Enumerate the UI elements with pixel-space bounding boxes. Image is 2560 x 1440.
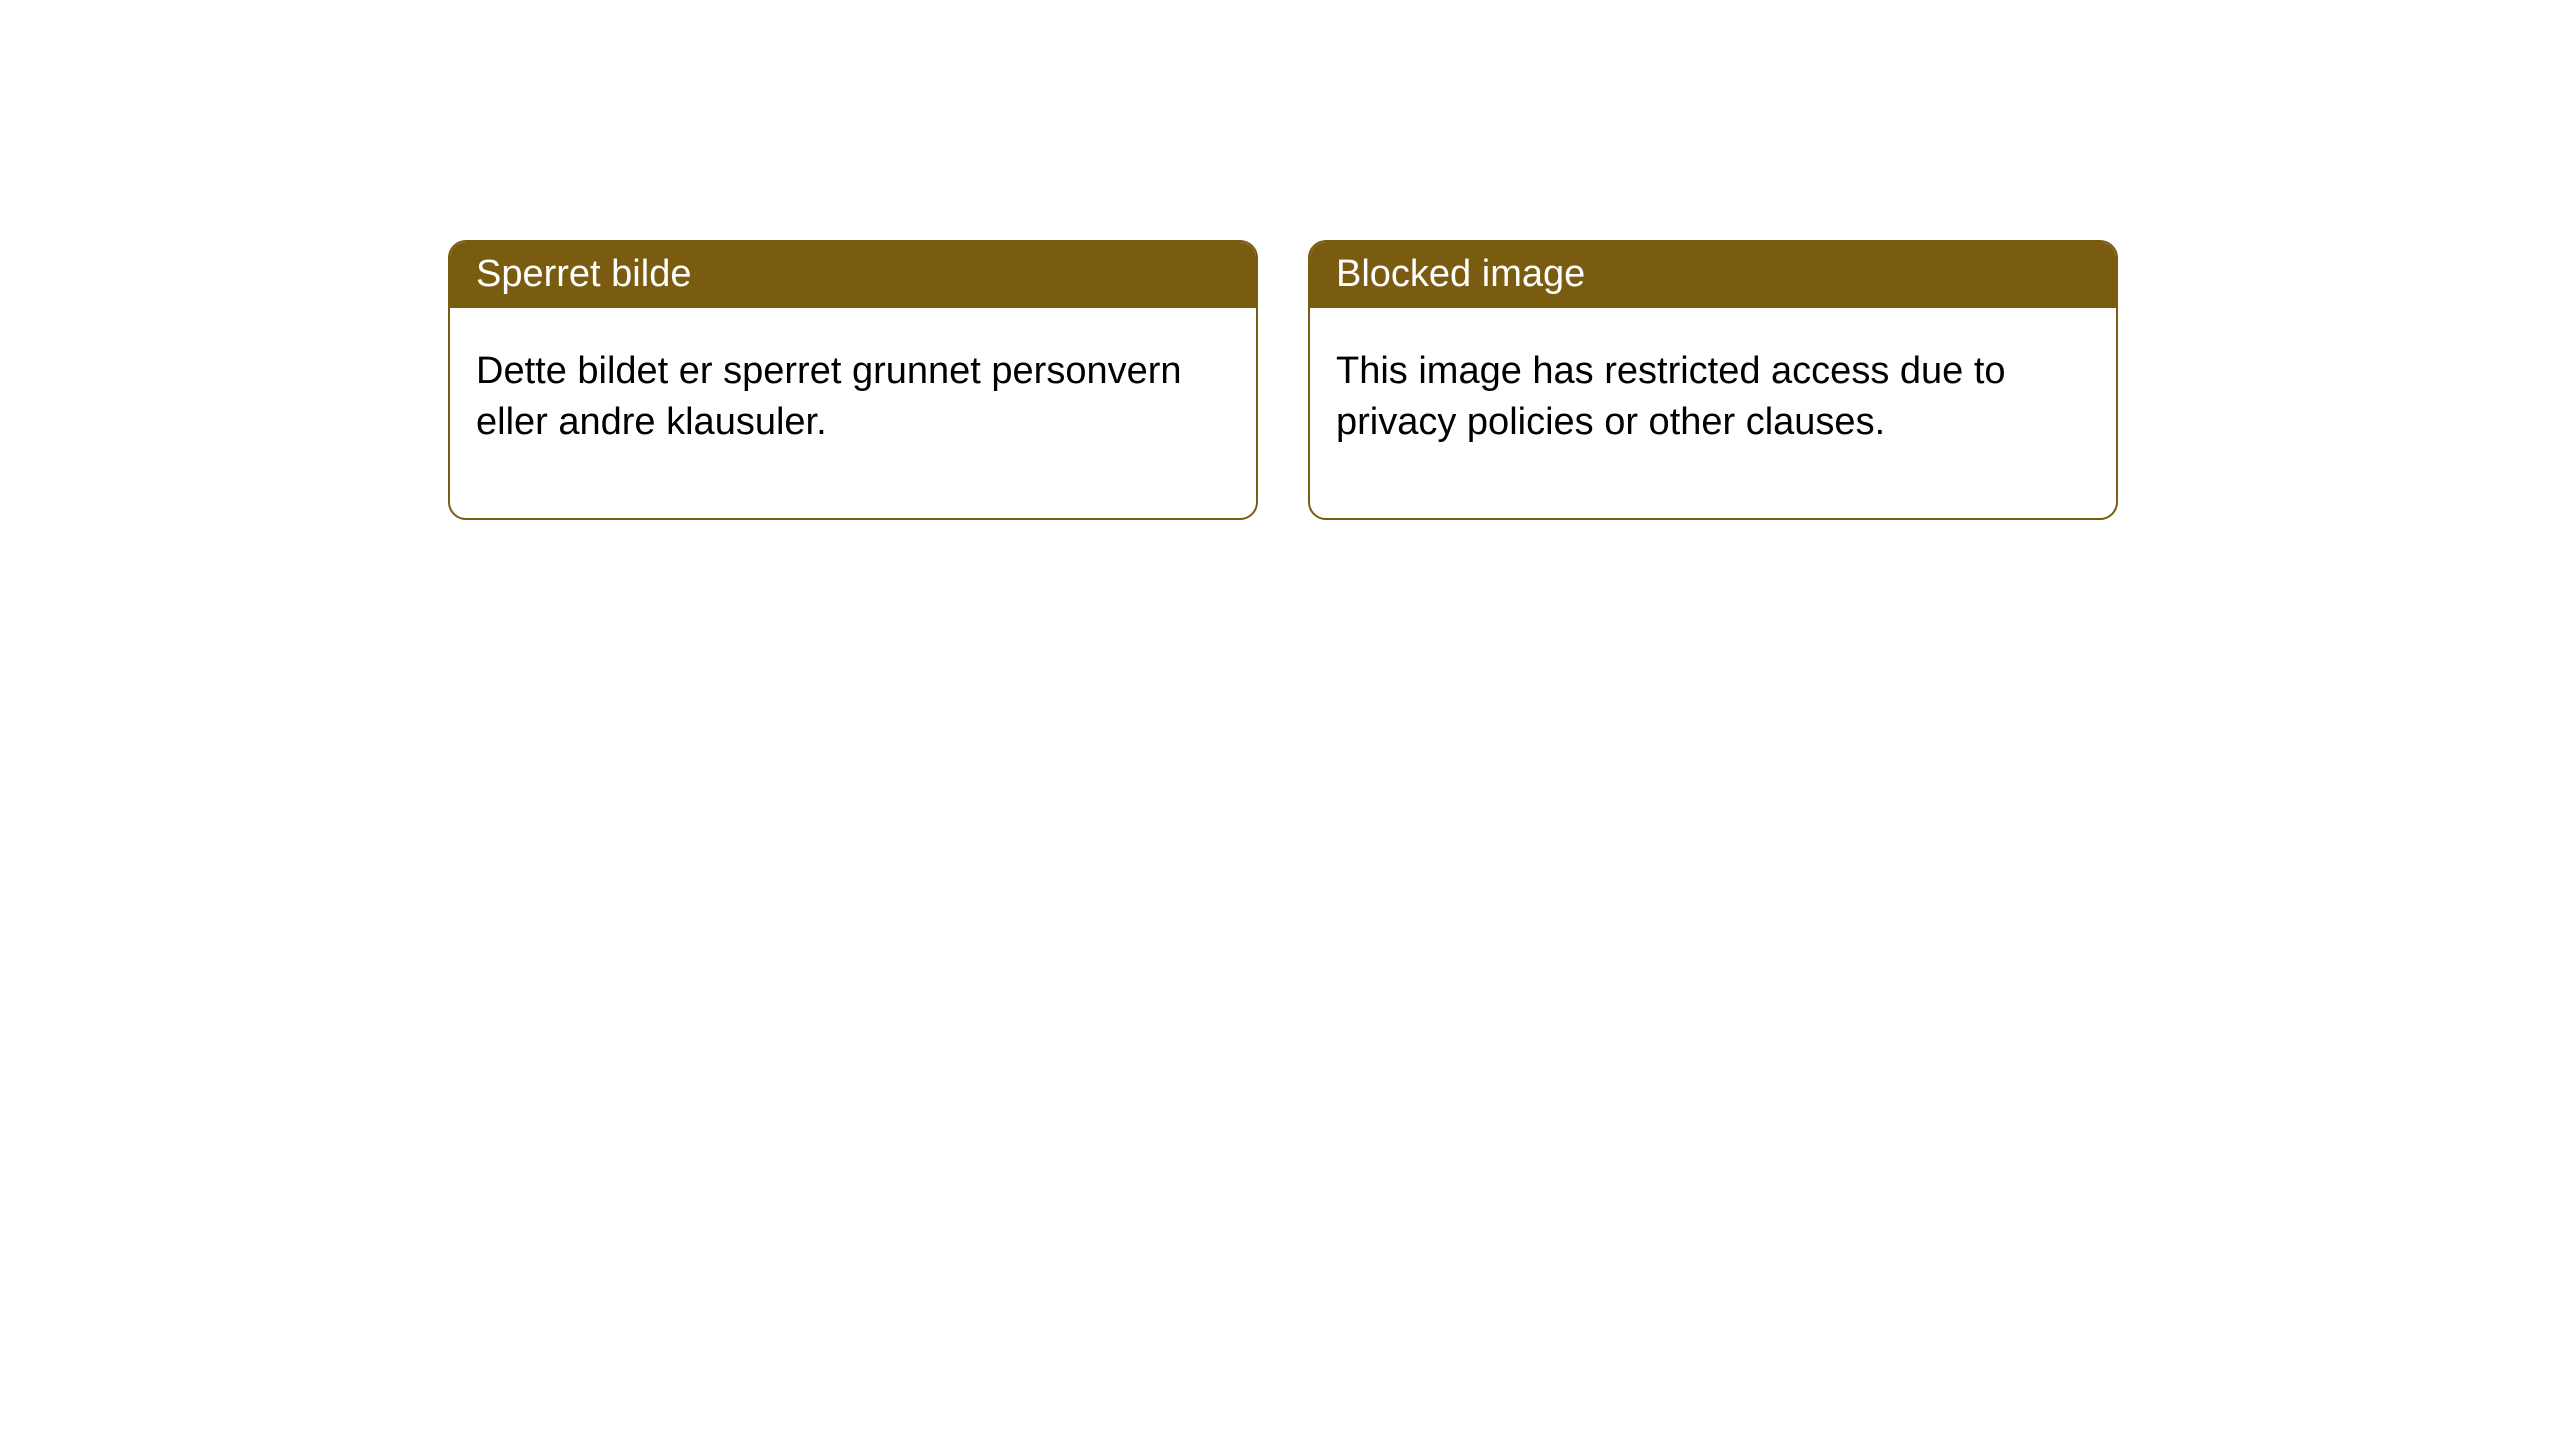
notice-card-english: Blocked image This image has restricted … xyxy=(1308,240,2118,520)
notice-body: This image has restricted access due to … xyxy=(1310,308,2116,519)
notice-card-norwegian: Sperret bilde Dette bildet er sperret gr… xyxy=(448,240,1258,520)
notice-container: Sperret bilde Dette bildet er sperret gr… xyxy=(448,240,2118,520)
notice-header: Sperret bilde xyxy=(450,242,1256,308)
notice-header: Blocked image xyxy=(1310,242,2116,308)
notice-body: Dette bildet er sperret grunnet personve… xyxy=(450,308,1256,519)
